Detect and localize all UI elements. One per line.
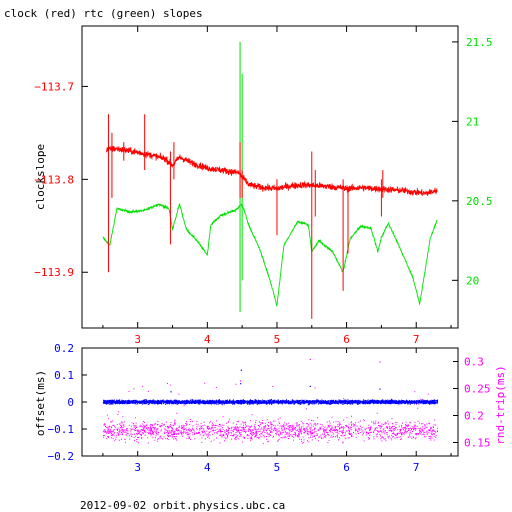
offset-points (102, 398, 439, 406)
rndtrip-outlier (240, 380, 242, 382)
top-x-tick-label: 5 (274, 333, 281, 346)
bottom-left-y-tick-label: 0.1 (54, 369, 74, 382)
bottom-panel: 3 4 5 6 7 0.2 0.1 0 −0.1 −0.2 0.3 0.25 0.2 0.15 offset… (34, 342, 507, 474)
offset-outlier (240, 369, 242, 371)
bottom-x-tick-label: 4 (204, 461, 211, 474)
top-right-y-tick-label: 21.5 (466, 36, 493, 49)
top-frame (81, 25, 459, 329)
clock-series-line (105, 145, 438, 197)
bottom-right-axis-label: rnd-trip(ms) (494, 365, 507, 444)
footer-text: 2012-09-02 orbit.physics.ubc.ca (80, 499, 285, 512)
bottom-x-tick-label: 6 (343, 461, 350, 474)
top-right-y-tick-label: 20 (466, 274, 479, 287)
offset-outlier (170, 391, 172, 393)
rndtrip-outlier (379, 361, 381, 363)
bottom-left-y-tick-label: 0 (67, 396, 74, 409)
top-right-y-tick-label: 21 (466, 115, 479, 128)
bottom-x-tick-label: 7 (413, 461, 420, 474)
bottom-x-tick-label: 5 (274, 461, 281, 474)
chart-title: clock (red) rtc (green) slopes (4, 7, 203, 20)
top-left-y-tick-label: −113.7 (34, 80, 74, 93)
rndtrip-points (102, 382, 438, 445)
top-panel: 3 4 5 6 7 −113.7 −113.8 −113.9 20 20.5 21 21.5 clock… (34, 25, 493, 346)
bottom-left-y-tick-label: 0.2 (54, 342, 74, 355)
top-x-tick-label: 4 (204, 333, 211, 346)
bottom-left-y-tick-label: −0.1 (48, 423, 75, 436)
bottom-right-y-tick-label: 0.25 (464, 383, 491, 396)
top-x-tick-label: 3 (134, 333, 141, 346)
top-left-y-tick-label: −113.8 (34, 173, 74, 186)
bottom-left-axis-label: offset(ms) (34, 370, 47, 436)
bottom-x-tick-label: 3 (134, 461, 141, 474)
bottom-right-y-tick-label: 0.15 (464, 437, 491, 450)
offset-outlier (379, 388, 381, 390)
offset-outlier (309, 385, 311, 387)
bottom-right-y-tick-label: 0.2 (464, 410, 484, 423)
bottom-right-y-tick-label: 0.3 (464, 356, 484, 369)
top-left-y-tick-label: −113.9 (34, 266, 74, 279)
bottom-left-y-tick-label: −0.2 (48, 450, 75, 463)
rndtrip-outlier (309, 358, 311, 360)
top-y-axis-label: clockslope (34, 144, 47, 210)
rtc-series-line (102, 202, 438, 307)
offset-outlier (240, 383, 242, 385)
top-right-y-tick-label: 20.5 (466, 195, 493, 208)
top-x-tick-label: 7 (413, 333, 420, 346)
top-x-tick-label: 6 (343, 333, 350, 346)
